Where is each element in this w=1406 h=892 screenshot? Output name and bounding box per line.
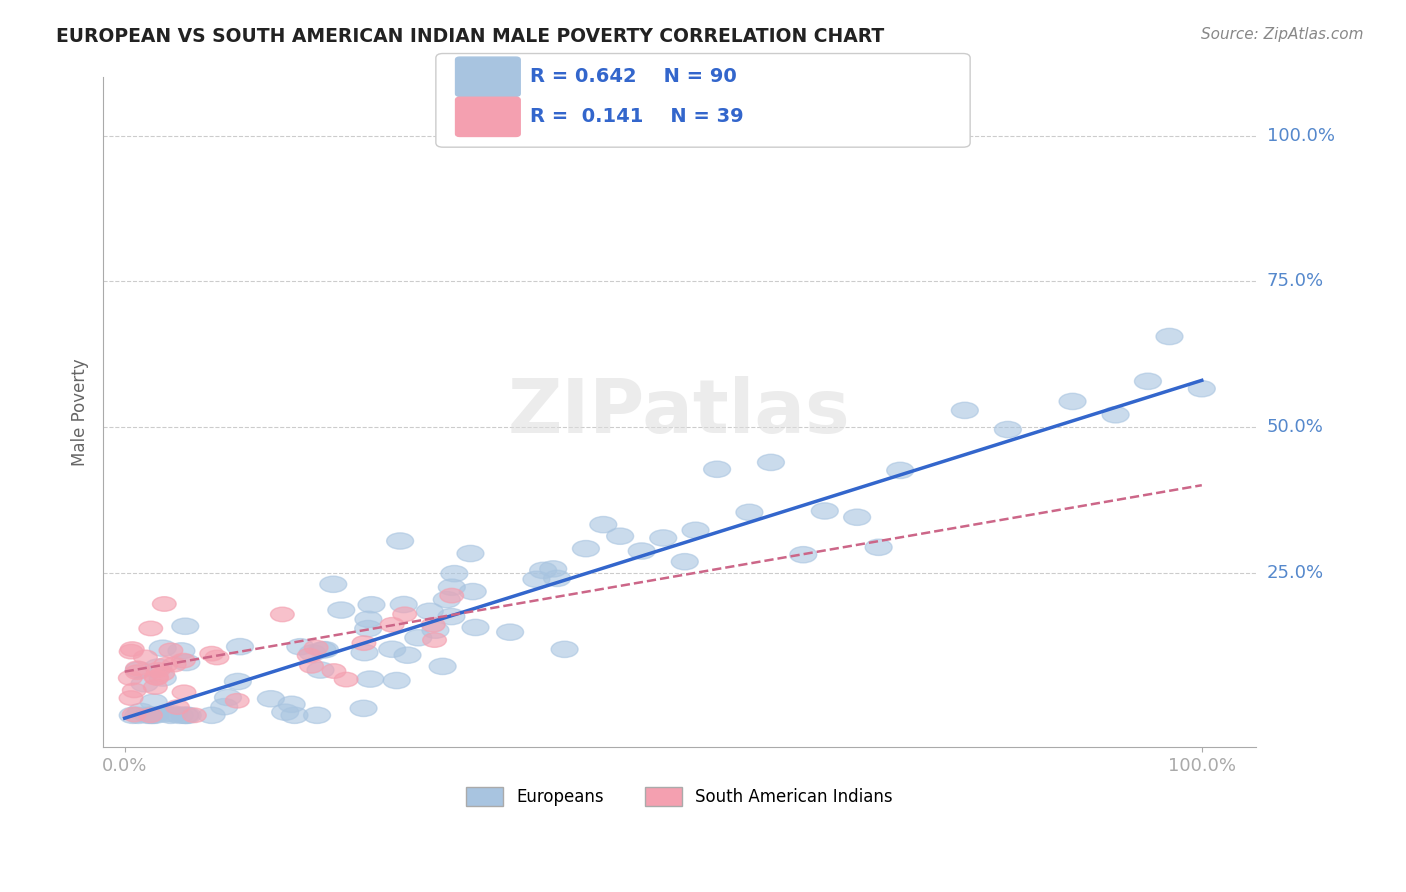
Text: EUROPEAN VS SOUTH AMERICAN INDIAN MALE POVERTY CORRELATION CHART: EUROPEAN VS SOUTH AMERICAN INDIAN MALE P… xyxy=(56,27,884,45)
Text: 75.0%: 75.0% xyxy=(1267,272,1324,290)
Text: 50.0%: 50.0% xyxy=(1267,418,1323,436)
Legend: Europeans, South American Indians: Europeans, South American Indians xyxy=(460,780,900,813)
Text: R =  0.141    N = 39: R = 0.141 N = 39 xyxy=(530,107,744,127)
Y-axis label: Male Poverty: Male Poverty xyxy=(72,359,89,467)
Text: 25.0%: 25.0% xyxy=(1267,564,1324,582)
Text: 100.0%: 100.0% xyxy=(1267,127,1334,145)
Text: ZIPatlas: ZIPatlas xyxy=(508,376,851,449)
Text: R = 0.642    N = 90: R = 0.642 N = 90 xyxy=(530,67,737,87)
Text: Source: ZipAtlas.com: Source: ZipAtlas.com xyxy=(1201,27,1364,42)
